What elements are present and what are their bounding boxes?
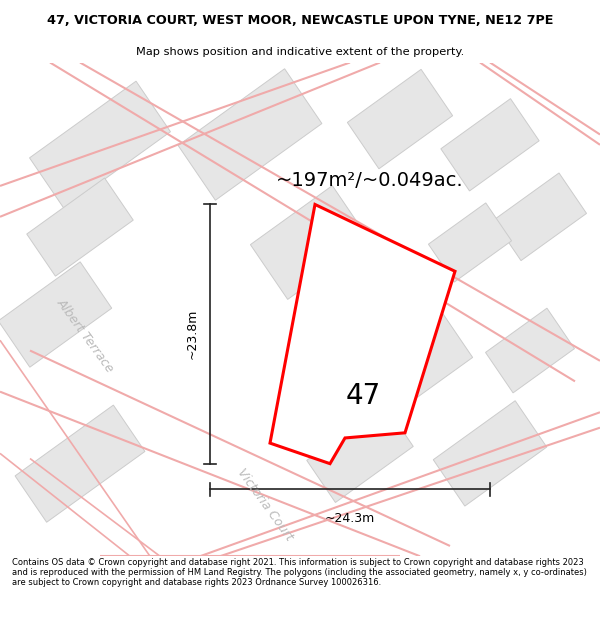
Polygon shape bbox=[441, 99, 539, 191]
Polygon shape bbox=[485, 308, 574, 393]
Polygon shape bbox=[270, 204, 455, 464]
Polygon shape bbox=[347, 69, 452, 169]
Polygon shape bbox=[433, 401, 547, 506]
Text: Contains OS data © Crown copyright and database right 2021. This information is : Contains OS data © Crown copyright and d… bbox=[12, 558, 587, 588]
Text: Albert Terrace: Albert Terrace bbox=[54, 296, 116, 374]
Polygon shape bbox=[493, 173, 587, 261]
Polygon shape bbox=[29, 81, 170, 208]
Text: 47: 47 bbox=[346, 382, 381, 410]
Polygon shape bbox=[367, 311, 473, 411]
Polygon shape bbox=[27, 178, 133, 276]
Polygon shape bbox=[428, 203, 512, 282]
Text: ~24.3m: ~24.3m bbox=[325, 512, 375, 525]
Text: 47, VICTORIA COURT, WEST MOOR, NEWCASTLE UPON TYNE, NE12 7PE: 47, VICTORIA COURT, WEST MOOR, NEWCASTLE… bbox=[47, 14, 553, 27]
Text: Victoria Court: Victoria Court bbox=[235, 466, 295, 543]
Polygon shape bbox=[15, 405, 145, 522]
Text: ~197m²/~0.049ac.: ~197m²/~0.049ac. bbox=[276, 171, 464, 190]
Polygon shape bbox=[250, 186, 370, 299]
Polygon shape bbox=[0, 262, 112, 368]
Polygon shape bbox=[307, 404, 413, 502]
Text: Map shows position and indicative extent of the property.: Map shows position and indicative extent… bbox=[136, 47, 464, 57]
Polygon shape bbox=[178, 69, 322, 200]
Text: ~23.8m: ~23.8m bbox=[185, 309, 199, 359]
